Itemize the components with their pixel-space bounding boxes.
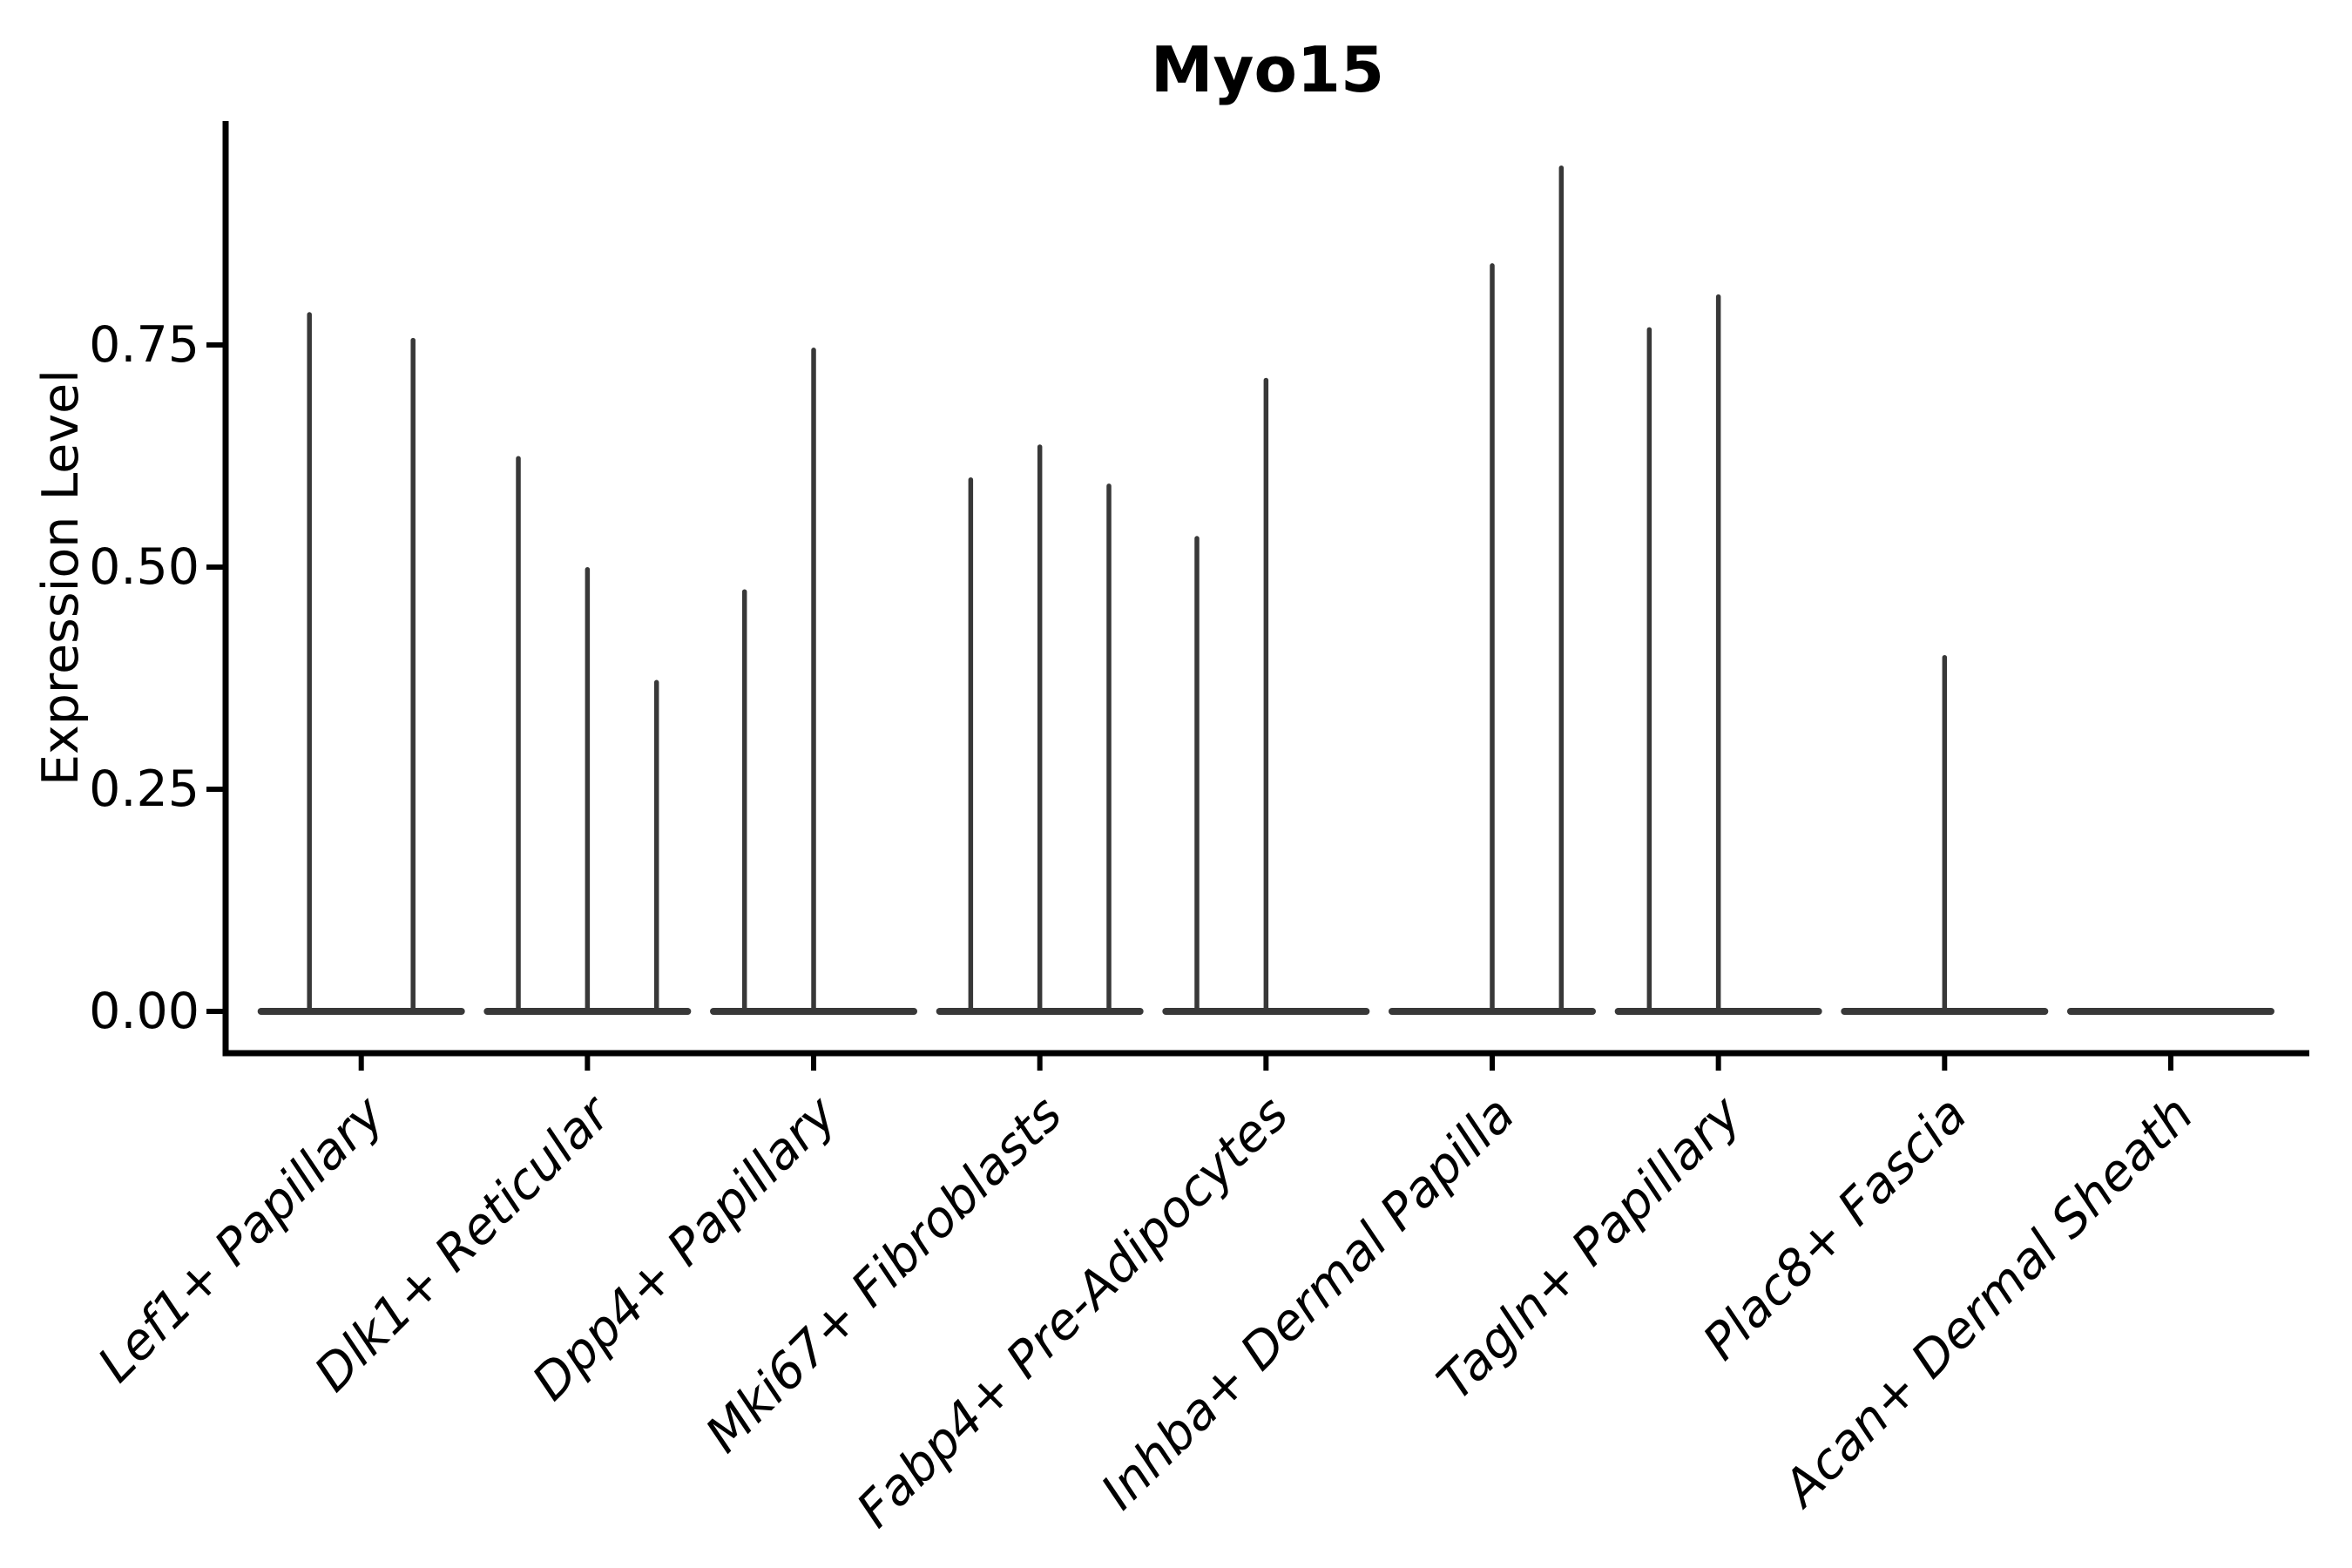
chart-title: Myo15 xyxy=(1150,33,1385,106)
violin-spike xyxy=(307,312,312,1013)
violin-spike xyxy=(1194,536,1200,1013)
violin-spike xyxy=(585,567,591,1013)
y-tick-label: 0.75 xyxy=(89,316,199,374)
violin-spike xyxy=(1490,263,1495,1013)
violin-baseline xyxy=(257,1008,465,1015)
violin-spike xyxy=(1263,377,1269,1013)
violin-spike xyxy=(1942,654,1948,1013)
violin-spike xyxy=(1037,444,1043,1013)
violin-spike xyxy=(1646,327,1652,1014)
y-tick-label: 0.25 xyxy=(89,760,199,818)
y-tick-label: 0.00 xyxy=(89,983,199,1040)
violin-spike xyxy=(410,337,416,1014)
violin-spike xyxy=(811,348,816,1013)
violin-baseline xyxy=(2066,1008,2274,1015)
violin-spike xyxy=(1715,294,1721,1013)
violin-spike xyxy=(516,456,521,1013)
violin-spike xyxy=(1106,483,1112,1013)
violin-spike xyxy=(968,476,974,1013)
violin-spike xyxy=(1558,165,1565,1013)
violin-spike xyxy=(741,589,747,1013)
violin-spike xyxy=(653,679,659,1013)
y-tick-label: 0.50 xyxy=(89,538,199,596)
